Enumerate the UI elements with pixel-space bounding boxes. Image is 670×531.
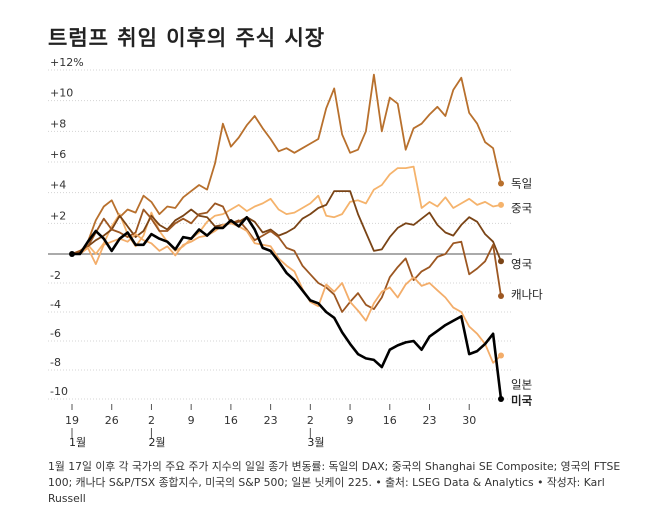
end-label: 독일 bbox=[511, 176, 532, 190]
y-tick-label: +10 bbox=[50, 87, 73, 100]
x-tick-label: 26 bbox=[105, 414, 119, 427]
y-tick-label: +12% bbox=[50, 56, 84, 69]
x-tick-label: 16 bbox=[383, 414, 397, 427]
month-label: 1월 bbox=[69, 436, 86, 449]
chart-title: 트럼프 취임 이후의 주식 시장 bbox=[48, 26, 326, 50]
x-tick-label: 16 bbox=[224, 414, 238, 427]
x-tick-label: 2 bbox=[148, 414, 155, 427]
y-tick-label: -2 bbox=[50, 269, 61, 282]
x-axis: 19 26 2 9 16 23 2 9 16 23 30 1월 2월 3월 bbox=[65, 404, 476, 449]
end-label: 일본 bbox=[511, 378, 532, 392]
x-tick-label: 23 bbox=[264, 414, 278, 427]
y-tick-label: -6 bbox=[50, 327, 61, 340]
month-label: 3월 bbox=[307, 436, 324, 449]
series-lines bbox=[69, 73, 504, 402]
end-label: 미국 bbox=[511, 393, 533, 407]
y-axis-labels: +12% +10 +8 +6 +4 +2 -2 -4 -6 -8 -10 bbox=[50, 56, 84, 398]
y-tick-label: -10 bbox=[50, 385, 68, 398]
x-tick-label: 9 bbox=[347, 414, 354, 427]
x-tick-label: 2 bbox=[307, 414, 314, 427]
y-tick-label: +2 bbox=[50, 209, 66, 222]
series-line-0 bbox=[71, 73, 502, 255]
series-end-dot-1 bbox=[498, 201, 504, 208]
series-end-dot-5 bbox=[498, 396, 504, 402]
y-tick-label: +4 bbox=[50, 179, 66, 192]
series-line-3 bbox=[71, 202, 502, 313]
series-end-dot-4 bbox=[498, 352, 504, 359]
month-label: 2월 bbox=[148, 436, 165, 449]
x-tick-label: 9 bbox=[188, 414, 195, 427]
series-line-5 bbox=[70, 215, 503, 401]
y-tick-label: -8 bbox=[50, 356, 61, 369]
end-label: 캐나다 bbox=[511, 288, 543, 302]
chart-notes: 1월 17일 이후 각 국가의 주요 주가 지수의 일일 종가 변동률: 독일의… bbox=[48, 460, 621, 505]
series-line-2 bbox=[71, 190, 502, 263]
y-tick-label: +6 bbox=[50, 148, 66, 161]
y-tick-label: -4 bbox=[50, 298, 61, 311]
series-end-dot-0 bbox=[498, 180, 504, 187]
series-line-1 bbox=[71, 165, 502, 255]
series-end-dot-2 bbox=[498, 258, 504, 265]
end-label: 영국 bbox=[511, 257, 532, 271]
x-tick-label: 19 bbox=[65, 414, 79, 427]
y-tick-label: +8 bbox=[50, 117, 66, 130]
end-label: 중국 bbox=[511, 201, 532, 215]
x-tick-label: 23 bbox=[423, 414, 437, 427]
x-tick-label: 30 bbox=[462, 414, 476, 427]
series-start-dot bbox=[69, 251, 75, 257]
series-line-4 bbox=[71, 222, 502, 364]
grid-lines bbox=[48, 69, 512, 400]
series-end-dot-3 bbox=[498, 293, 504, 300]
